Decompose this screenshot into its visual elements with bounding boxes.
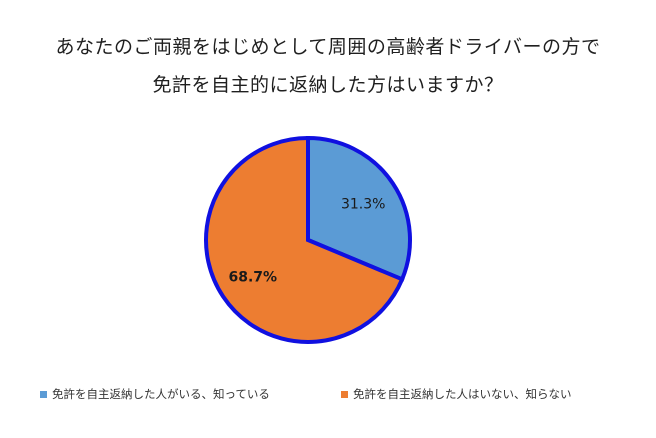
data-label-returned: 31.3% [341, 196, 385, 212]
legend-item-returned: 免許を自主返納した人がいる、知っている [40, 386, 270, 402]
legend: 免許を自主返納した人がいる、知っている 免許を自主返納した人はいない、知らない [0, 386, 656, 406]
chart-title-line-1: あなたのご両親をはじめとして周囲の高齢者ドライバーの方で [55, 36, 601, 58]
legend-label-not-returned: 免許を自主返納した人はいない、知らない [353, 387, 572, 401]
data-label-not-returned: 68.7% [229, 270, 278, 286]
pie-slice-not-returned [204, 135, 405, 344]
legend-item-not-returned: 免許を自主返納した人はいない、知らない [341, 386, 572, 402]
pie-slice-returned [306, 135, 412, 282]
legend-swatch-returned [40, 390, 47, 398]
chart-title-line-2: 免許を自主的に返納した方はいますか？ [152, 74, 504, 96]
legend-label-returned: 免許を自主返納した人がいる、知っている [52, 387, 270, 401]
legend-swatch-not-returned [341, 390, 348, 398]
